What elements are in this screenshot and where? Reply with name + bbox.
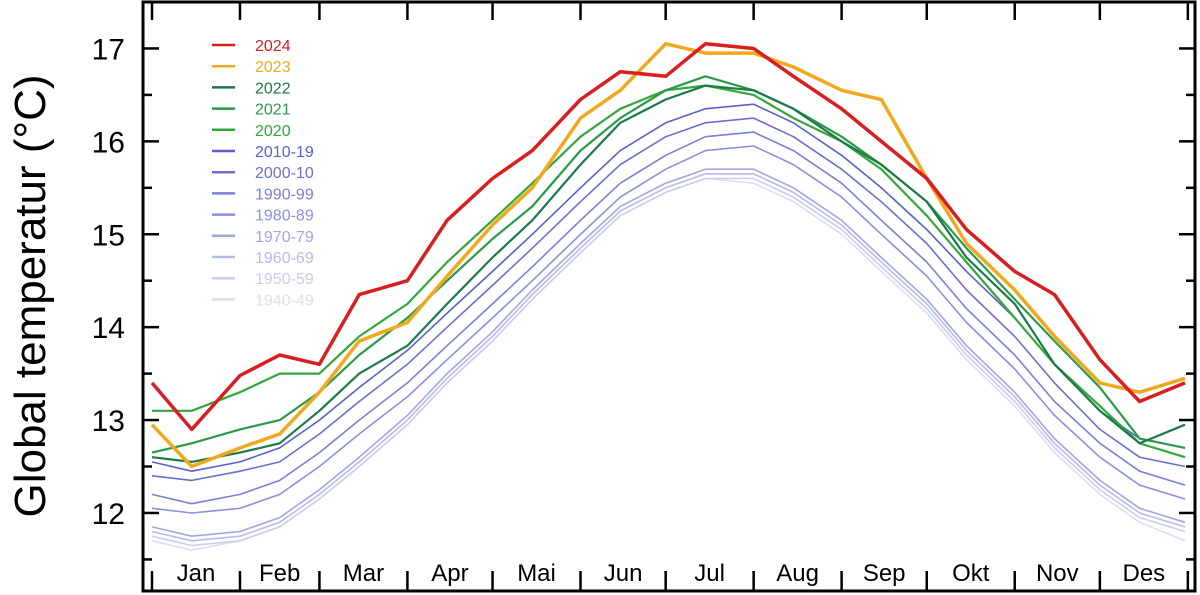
y-axis: 12 13 14 15 16 17 — [92, 0, 1195, 561]
y-tick-label: 17 — [92, 33, 125, 66]
legend: 2024 2023 2022 2021 2020 2010-19 2000-10 1990-9… — [212, 38, 314, 309]
plot-frame — [141, 0, 1197, 593]
series-line-2024 — [150, 42, 1186, 432]
series-line-1980-89 — [151, 145, 1186, 514]
legend-label: 2021 — [255, 102, 291, 119]
legend-label: 1950-59 — [255, 271, 314, 288]
y-tick-label: 12 — [92, 498, 125, 531]
legend-label: 2024 — [255, 38, 291, 55]
month-label-nov: Nov — [1036, 560, 1079, 587]
y-tick-label: 13 — [92, 405, 125, 438]
month-label-jul: Jul — [694, 560, 725, 587]
legend-label: 2023 — [255, 59, 291, 76]
month-label-okt: Okt — [952, 560, 990, 587]
legend-label: 1990-99 — [255, 186, 314, 203]
series-line-1950-59 — [151, 177, 1186, 547]
month-label-mar: Mar — [343, 560, 384, 587]
series-line-2000-10 — [151, 117, 1186, 482]
legend-label: 1970-79 — [255, 229, 314, 246]
series-line-2022 — [151, 84, 1186, 463]
month-label-jan: Jan — [177, 560, 216, 587]
month-label-aug: Aug — [776, 560, 819, 587]
series-lines — [150, 42, 1186, 551]
month-label-des: Des — [1123, 560, 1166, 587]
legend-label: 1960-69 — [255, 250, 314, 267]
month-label-sep: Sep — [863, 560, 906, 587]
legend-label: 2010-19 — [255, 144, 314, 161]
month-label-jun: Jun — [604, 560, 643, 587]
series-line-1970-79 — [151, 168, 1186, 538]
legend-label: 2020 — [255, 123, 291, 140]
y-tick-label: 15 — [92, 219, 125, 252]
month-label-feb: Feb — [259, 560, 300, 587]
series-line-1990-99 — [151, 131, 1186, 505]
month-label-apr: Apr — [431, 560, 468, 587]
y-tick-label: 14 — [92, 312, 125, 345]
series-line-2023 — [150, 42, 1186, 469]
y-tick-label: 16 — [92, 126, 125, 159]
y-axis-label: Global temperatur (°C) — [6, 74, 55, 517]
series-line-1960-69 — [151, 173, 1186, 542]
legend-label: 2000-10 — [255, 165, 314, 182]
month-label-mai: Mai — [517, 560, 556, 587]
x-axis: Jan Feb Mar Apr Mai Jun Jul Aug Sep Okt Nov Des — [150, 2, 1190, 591]
legend-label: 2022 — [255, 80, 291, 97]
legend-label: 1980-89 — [255, 208, 314, 225]
legend-label: 1940-49 — [255, 292, 314, 309]
